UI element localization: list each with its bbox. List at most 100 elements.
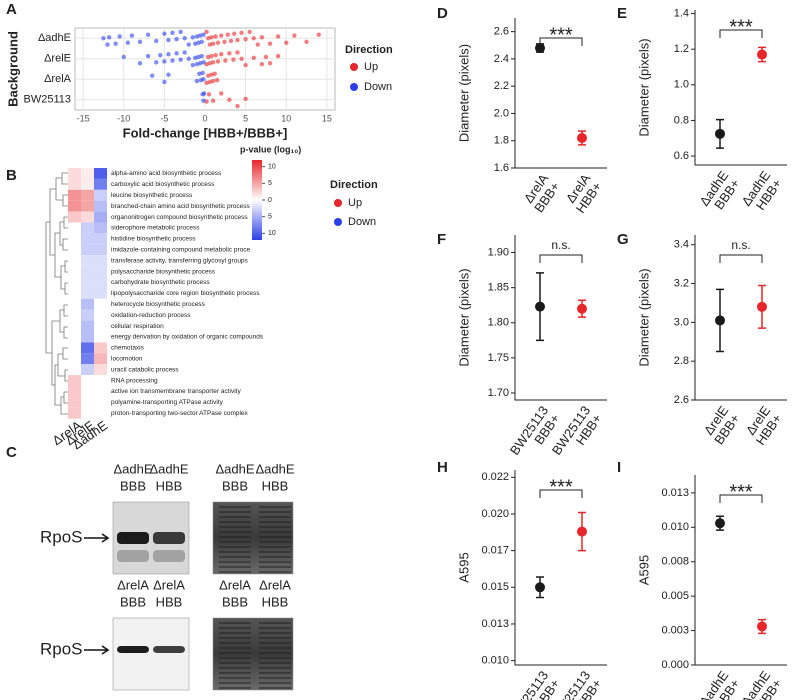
protein-band [259,536,291,538]
heat-cell [94,222,107,234]
heat-cell [81,309,94,321]
significance-label: n.s. [551,238,570,252]
point [235,103,240,109]
point [275,34,281,39]
point [259,61,265,67]
protein-band [259,652,291,654]
y-axis-label: A595 [456,552,471,582]
colorbar-tick-label: 10 [268,230,276,237]
y-tick-label: 0.015 [481,581,509,593]
protein-band [259,657,291,659]
heat-cell [81,244,94,256]
point [304,39,309,45]
point [174,36,179,42]
y-tick-label: 0.005 [661,590,689,602]
heat-cell [94,277,107,288]
panel-letter: H [437,459,448,476]
point [186,56,191,61]
protein-band [219,521,251,523]
row-label: organonitrogen compound biosynthetic pro… [111,214,248,221]
protein-band [219,677,251,679]
heat-cell [81,396,94,408]
x-tick-label: 15 [322,113,332,123]
y-tick-label: 2.0 [494,107,509,119]
protein-band [259,667,291,669]
colorbar-tick-label: 5 [268,180,272,187]
row-label: branched-chain amino acid biosynthetic p… [111,203,250,210]
heat-cell [81,298,94,310]
protein-band [259,632,291,634]
y-tick-label: 0.022 [481,471,509,483]
protein-band [219,566,251,568]
row-label: uracil catabolic process [111,366,179,373]
y-tick-label: 0.010 [481,655,509,667]
protein-band [219,531,251,533]
protein-band [259,637,291,639]
lane-label: ΔadhE [255,461,294,476]
colorbar-tick-label: 5 [268,214,272,221]
heat-cell [81,168,94,179]
colorbar-tick-label: 0 [268,197,272,204]
band-arrow [84,533,110,543]
panel-letter: D [437,5,448,22]
legend-swatch [350,63,358,71]
row-label: histidine biosynthetic process [111,236,196,243]
y-tick-label: 0.8 [674,114,689,126]
axes [694,475,787,666]
point [162,79,167,85]
lane-label: HBB [262,594,289,609]
heat-cell [94,320,107,332]
point [577,526,587,537]
heat-cell [94,200,107,212]
point [199,53,204,59]
point [210,78,216,84]
heat-cell [94,168,107,179]
protein-band [259,687,291,689]
point [182,36,187,41]
protein-band [219,652,251,654]
lane-label: ΔrelA [153,577,185,592]
panel-letter: F [437,231,446,248]
point [210,41,216,46]
point [137,39,143,45]
protein-band [259,571,291,573]
point [182,50,187,55]
row-label: heterocycle biosynthetic process [111,301,206,308]
heat-cell [81,364,94,376]
protein-band [259,682,291,684]
point [178,57,183,62]
point [194,78,200,84]
heat-cell [81,189,94,201]
point [200,70,205,76]
protein-band [219,662,251,664]
protein-band [219,642,251,644]
point [209,35,214,40]
heat-cell [68,309,81,321]
rpos-band [153,646,185,653]
point [316,32,321,37]
protein-band [219,541,251,543]
heat-cell [94,244,107,256]
heat-cell [94,233,107,245]
protein-band [259,516,291,518]
point [154,38,159,44]
point [255,42,261,47]
heat-cell [94,386,107,397]
y-tick-label: 1.6 [494,162,509,174]
row-label: leucine biosynthetic process [111,192,193,199]
protein-band [219,511,251,513]
protein-band [219,506,251,508]
heat-cell [68,287,81,299]
point [535,43,545,53]
y-tick-label: 3.2 [674,277,689,289]
point [223,58,228,63]
heat-cell [81,200,94,212]
point [243,96,248,102]
point [137,61,143,66]
smear [153,550,185,562]
